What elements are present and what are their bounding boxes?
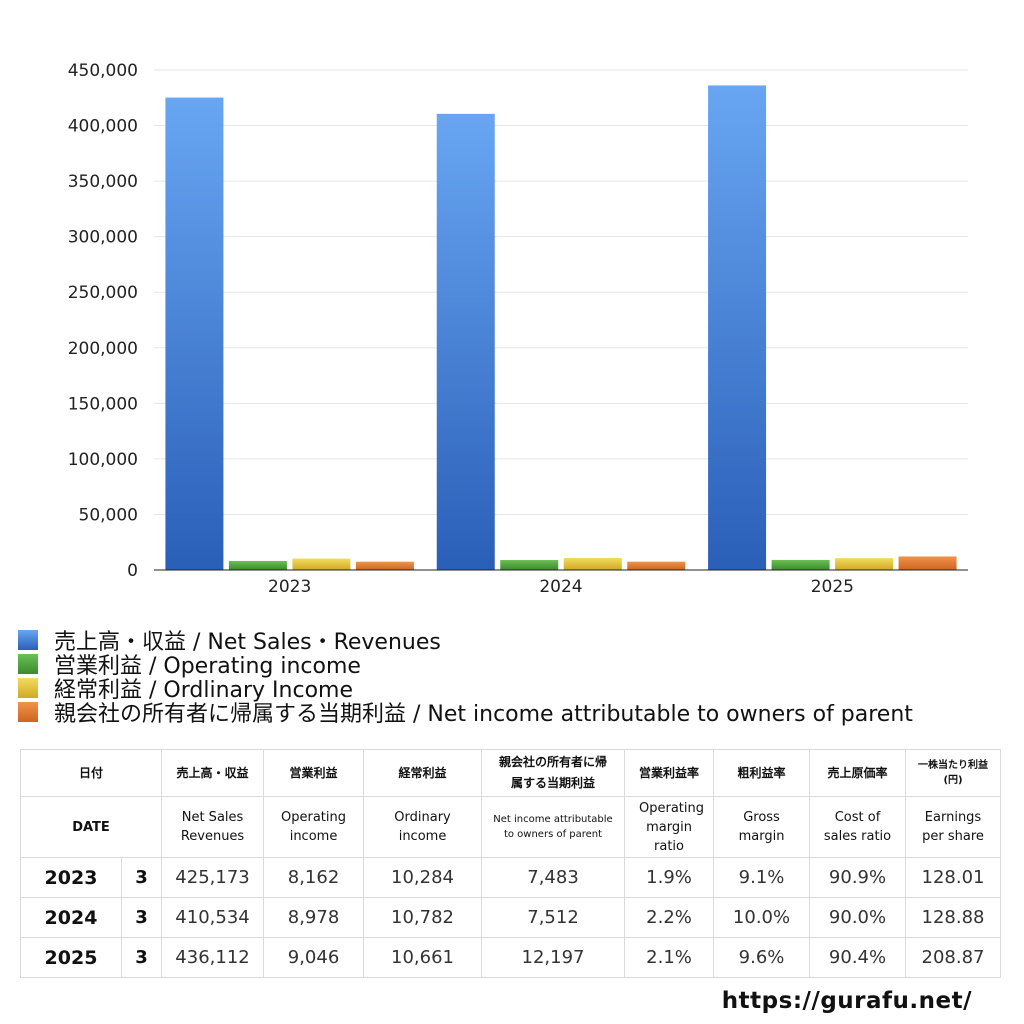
cell-operating-income: 9,046 xyxy=(263,937,365,978)
cell-sales: 410,534 xyxy=(161,897,265,938)
bar-series-2-2023 xyxy=(292,558,351,570)
y-tick-label: 300,000 xyxy=(68,228,138,248)
table-row: 2024 3 410,534 8,978 10,782 7,512 2.2% 1… xyxy=(20,897,1002,938)
header-operating-margin-jp: 営業利益率 xyxy=(624,749,715,797)
header-cost-ratio-en: Cost of sales ratio xyxy=(809,796,907,858)
cell-operating-margin: 2.2% xyxy=(624,897,715,938)
legend-label: 営業利益 / Operating income xyxy=(54,654,361,679)
site-url: https://gurafu.net/ xyxy=(721,988,972,1014)
cell-cost-ratio: 90.4% xyxy=(809,937,907,978)
legend-label: 経常利益 / Ordlinary Income xyxy=(54,678,353,703)
header-date-en: DATE xyxy=(19,796,163,858)
header-operating-jp: 営業利益 xyxy=(263,749,365,797)
header-net-income-jp: 親会社の所有者に帰属する当期利益 xyxy=(481,749,626,797)
cell-eps: 128.88 xyxy=(905,897,1002,938)
table-row: 2023 3 425,173 8,162 10,284 7,483 1.9% 9… xyxy=(20,857,1002,898)
y-tick-label: 350,000 xyxy=(68,172,138,192)
bar-series-3-2024 xyxy=(627,561,686,570)
bar-series-2-2025 xyxy=(835,558,894,570)
y-axis-tick-labels: 0 50,000 100,000 150,000 200,000 250,000 300,0… xyxy=(68,61,138,581)
header-eps-jp: 一株当たり利益(円) xyxy=(905,749,1002,797)
bar-series-2-2024 xyxy=(563,558,622,570)
legend: 売上高・収益 / Net Sales・Revenues 営業利益 / Opera… xyxy=(18,628,913,727)
cell-eps: 128.01 xyxy=(905,857,1002,898)
bars xyxy=(165,85,957,571)
legend-swatch-orange xyxy=(18,702,38,722)
cell-year: 2023 xyxy=(20,857,122,898)
y-tick-label: 0 xyxy=(127,561,138,581)
cell-net-income: 7,483 xyxy=(481,857,626,898)
header-operating-margin-en: Operating margin ratio xyxy=(624,796,715,858)
bar-series-0-2023 xyxy=(165,97,224,570)
header-cost-ratio-jp: 売上原価率 xyxy=(809,749,907,797)
cell-operating-income: 8,978 xyxy=(263,897,365,938)
cell-year: 2024 xyxy=(20,897,122,938)
header-gross-margin-jp: 粗利益率 xyxy=(713,749,811,797)
table-header-row-japanese: 日付 売上高・収益 営業利益 経常利益 親会社の所有者に帰属する当期利益 営業利… xyxy=(19,749,1002,797)
header-eps-en: Earnings per share xyxy=(905,796,1002,858)
y-tick-label: 250,000 xyxy=(68,283,138,303)
x-tick-label: 2025 xyxy=(811,577,854,597)
bar-series-1-2023 xyxy=(228,560,287,570)
y-tick-label: 400,000 xyxy=(68,117,138,137)
legend-label: 親会社の所有者に帰属する当期利益 / Net income attributab… xyxy=(54,702,913,727)
cell-net-income: 7,512 xyxy=(481,897,626,938)
cell-eps: 208.87 xyxy=(905,937,1002,978)
header-net-income-en: Net income attributable to owners of par… xyxy=(481,796,626,858)
cell-cost-ratio: 90.9% xyxy=(809,857,907,898)
legend-label: 売上高・収益 / Net Sales・Revenues xyxy=(54,630,441,655)
y-tick-label: 50,000 xyxy=(79,505,138,525)
table-header-row-english: DATE Net Sales Revenues Operating income… xyxy=(19,796,1002,858)
cell-gross-margin: 9.6% xyxy=(713,937,811,978)
y-tick-label: 200,000 xyxy=(68,339,138,359)
x-axis-tick-labels: 2023 2024 2025 xyxy=(268,577,854,597)
cell-gross-margin: 10.0% xyxy=(713,897,811,938)
cell-ordinary-income: 10,284 xyxy=(363,857,483,898)
cell-operating-margin: 2.1% xyxy=(624,937,715,978)
header-sales-jp: 売上高・収益 xyxy=(161,749,265,797)
y-tick-label: 100,000 xyxy=(68,450,138,470)
cell-operating-margin: 1.9% xyxy=(624,857,715,898)
bar-series-1-2024 xyxy=(500,560,559,570)
cell-operating-income: 8,162 xyxy=(263,857,365,898)
cell-sales: 436,112 xyxy=(161,937,265,978)
y-tick-label: 150,000 xyxy=(68,394,138,414)
legend-item-net-income: 親会社の所有者に帰属する当期利益 / Net income attributab… xyxy=(18,700,913,727)
header-date-jp: 日付 xyxy=(19,749,163,797)
cell-ordinary-income: 10,782 xyxy=(363,897,483,938)
header-gross-margin-en: Gross margin xyxy=(713,796,811,858)
bar-series-0-2024 xyxy=(436,113,495,571)
cell-month: 3 xyxy=(120,857,163,898)
cell-year: 2025 xyxy=(20,937,122,978)
cell-sales: 425,173 xyxy=(161,857,265,898)
bar-chart: 0 50,000 100,000 150,000 200,000 250,000 300,0… xyxy=(68,61,968,597)
cell-month: 3 xyxy=(120,937,163,978)
legend-item-net-sales: 売上高・収益 / Net Sales・Revenues xyxy=(18,628,913,655)
legend-swatch-green xyxy=(18,654,38,674)
header-ordinary-en: Ordinary income xyxy=(363,796,483,858)
cell-cost-ratio: 90.0% xyxy=(809,897,907,938)
financial-data-table: 日付 売上高・収益 営業利益 経常利益 親会社の所有者に帰属する当期利益 営業利… xyxy=(19,749,1002,978)
header-operating-en: Operating income xyxy=(263,796,365,858)
cell-gross-margin: 9.1% xyxy=(713,857,811,898)
cell-net-income: 12,197 xyxy=(481,937,626,978)
x-tick-label: 2023 xyxy=(268,577,311,597)
y-tick-label: 450,000 xyxy=(68,61,138,81)
bar-series-3-2023 xyxy=(355,561,414,570)
table-row: 2025 3 436,112 9,046 10,661 12,197 2.1% … xyxy=(20,937,1002,978)
bar-series-3-2025 xyxy=(898,556,957,570)
legend-swatch-blue xyxy=(18,630,38,650)
legend-item-ordinary-income: 経常利益 / Ordlinary Income xyxy=(18,676,913,703)
header-sales-en: Net Sales Revenues xyxy=(161,796,265,858)
x-tick-label: 2024 xyxy=(539,577,582,597)
header-ordinary-jp: 経常利益 xyxy=(363,749,483,797)
bar-series-1-2025 xyxy=(771,559,830,570)
cell-ordinary-income: 10,661 xyxy=(363,937,483,978)
cell-month: 3 xyxy=(120,897,163,938)
bar-series-0-2025 xyxy=(708,85,767,570)
legend-swatch-yellow xyxy=(18,678,38,698)
gridlines xyxy=(154,69,968,515)
legend-item-operating-income: 営業利益 / Operating income xyxy=(18,652,913,679)
